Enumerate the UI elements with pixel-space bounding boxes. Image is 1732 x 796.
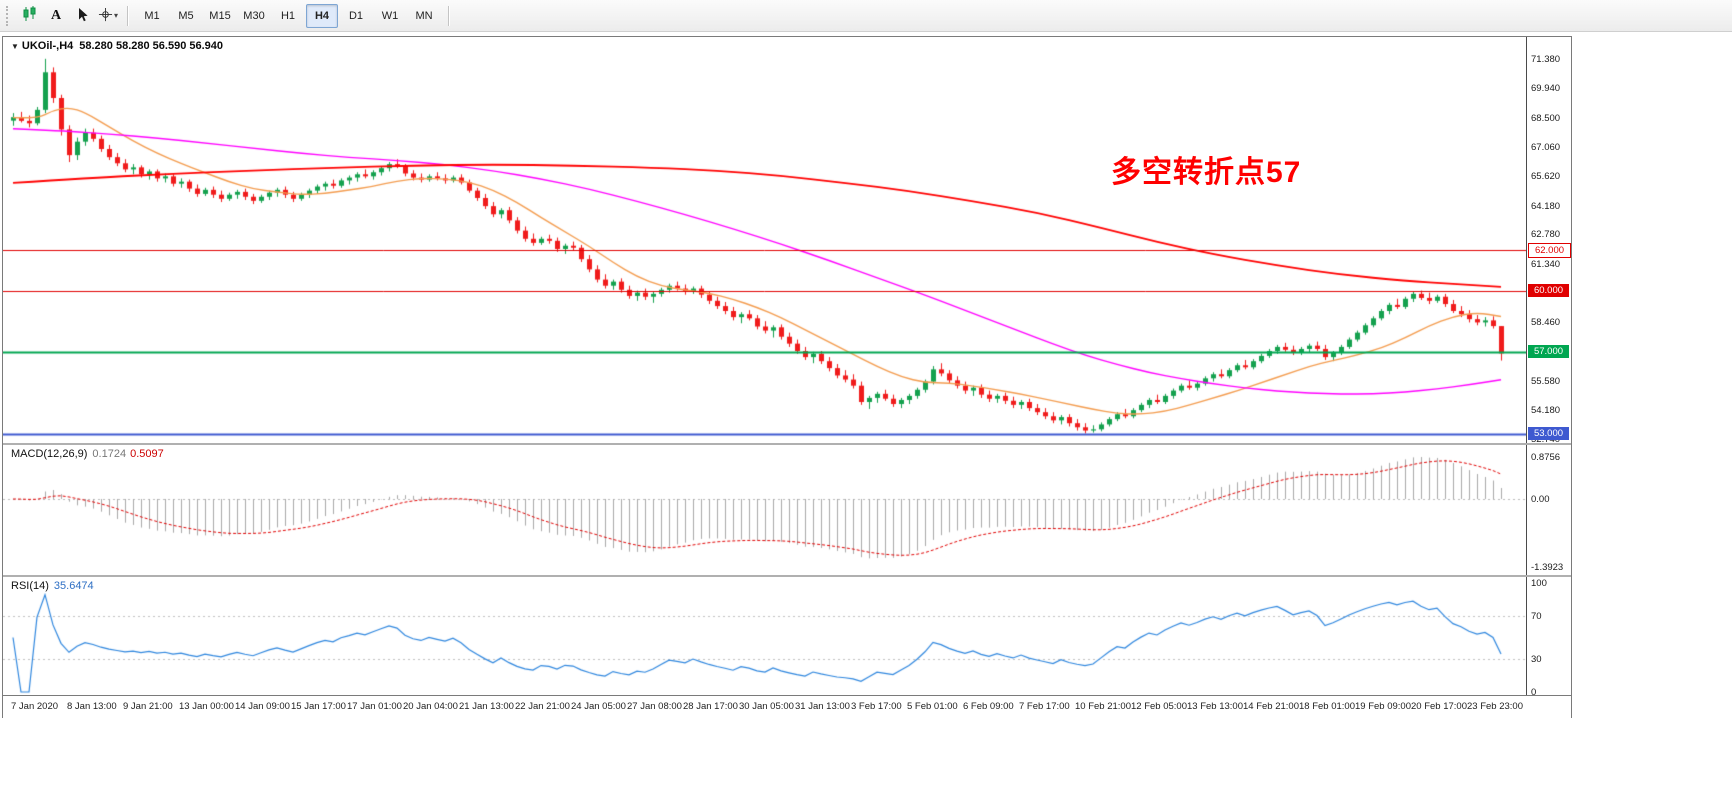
time-label: 14 Feb 21:00: [1243, 701, 1299, 712]
time-label: 30 Jan 05:00: [739, 701, 794, 712]
panel-splitter-macd[interactable]: [3, 443, 1571, 445]
price-badge-53.000: 53.000: [1528, 426, 1569, 440]
time-label: 21 Jan 13:00: [459, 701, 514, 712]
chart-title: ▼ UKOil-,H4 58.280 58.280 56.590 56.940: [11, 40, 223, 52]
time-label: 24 Jan 05:00: [571, 701, 626, 712]
time-label: 19 Feb 09:00: [1355, 701, 1411, 712]
crosshair-icon: [98, 7, 113, 25]
timeframe-W1[interactable]: W1: [381, 9, 399, 22]
time-label: 13 Feb 13:00: [1187, 701, 1243, 712]
chart-type-button[interactable]: [18, 4, 42, 28]
macd-signal-value: 0.5097: [130, 448, 164, 460]
time-label: 31 Jan 13:00: [795, 701, 850, 712]
macd-label: MACD(12,26,9) 0.1724 0.5097: [11, 448, 164, 460]
collapse-triangle-icon[interactable]: ▼: [11, 42, 19, 51]
chart-window: ▼ UKOil-,H4 58.280 58.280 56.590 56.940 多空…: [2, 36, 1572, 718]
symbol-period-label: UKOil-,H4: [21, 40, 74, 52]
price-badge-62.000: 62.000: [1528, 243, 1571, 259]
timeframe-M30[interactable]: M30: [243, 9, 265, 22]
timeframe-M1[interactable]: M1: [144, 9, 160, 22]
rsi-value: 35.6474: [53, 580, 94, 592]
cursor-tool-button[interactable]: [70, 4, 94, 28]
macd-name: MACD(12,26,9): [11, 448, 88, 460]
price-tick-label: 67.060: [1531, 141, 1561, 153]
time-label: 17 Jan 01:00: [347, 701, 402, 712]
time-label: 23 Feb 23:00: [1467, 701, 1523, 712]
time-label: 5 Feb 01:00: [907, 701, 958, 712]
price-tick-label: 69.940: [1531, 83, 1561, 95]
price-tick-label: 64.180: [1531, 200, 1561, 212]
time-label: 7 Jan 2020: [11, 701, 59, 712]
price-tick-label: 54.180: [1531, 404, 1561, 416]
time-label: 27 Jan 08:00: [627, 701, 682, 712]
macd-canvas[interactable]: [3, 445, 1526, 575]
crosshair-tool-button[interactable]: ▾: [96, 4, 120, 28]
price-tick-label: 71.380: [1531, 53, 1561, 65]
price-tick-label: 62.780: [1531, 229, 1561, 241]
panel-splitter-rsi[interactable]: [3, 575, 1571, 577]
time-label: 6 Feb 09:00: [963, 701, 1014, 712]
rsi-label: RSI(14) 35.6474: [11, 580, 94, 592]
timeframe-MN[interactable]: MN: [415, 9, 433, 22]
time-label: 10 Feb 21:00: [1075, 701, 1131, 712]
rsi-canvas[interactable]: [3, 577, 1526, 695]
annotation-text: 多空转折点57: [1111, 156, 1302, 189]
rsi-name: RSI(14): [11, 580, 49, 592]
time-label: 7 Feb 17:00: [1019, 701, 1070, 712]
rsi-scale-label: 0: [1531, 687, 1537, 698]
time-label: 20 Feb 17:00: [1411, 701, 1467, 712]
price-tick-label: 58.460: [1531, 317, 1561, 329]
price-tick-label: 68.500: [1531, 112, 1561, 124]
time-label: 14 Jan 09:00: [235, 701, 290, 712]
timeframe-M15[interactable]: M15: [209, 9, 231, 22]
timeframe-group: M1 M5 M15 M30 H1 H4 D1 W1 MN: [135, 3, 441, 28]
toolbar-grip[interactable]: [6, 5, 12, 26]
macd-scale-label: -1.3923: [1531, 562, 1564, 573]
candlestick-chart-icon: [22, 6, 38, 25]
time-axis[interactable]: 7 Jan 2020 8 Jan 13:00 9 Jan 21:00 13 Jan 0…: [3, 695, 1571, 718]
time-label: 12 Feb 05:00: [1131, 701, 1187, 712]
timeframe-D1[interactable]: D1: [348, 9, 364, 22]
time-label: 3 Feb 17:00: [851, 701, 902, 712]
time-label: 18 Feb 01:00: [1299, 701, 1355, 712]
time-label: 22 Jan 21:00: [515, 701, 570, 712]
rsi-scale-label: 70: [1531, 610, 1542, 622]
timeframe-M5[interactable]: M5: [178, 9, 194, 22]
timeframe-H1[interactable]: H1: [280, 9, 296, 22]
text-tool-button[interactable]: A: [44, 4, 68, 28]
time-label: 20 Jan 04:00: [403, 701, 458, 712]
rsi-scale-label: 100: [1531, 578, 1547, 589]
main-toolbar: A ▾ M1 M5 M15 M30 H1 H4 D1 W1 MN: [0, 0, 1732, 32]
ohlc-readout: 58.280 58.280 56.590 56.940: [79, 40, 224, 52]
price-tick-label: 55.580: [1531, 376, 1561, 388]
time-label: 13 Jan 00:00: [179, 701, 234, 712]
time-label: 8 Jan 13:00: [67, 701, 117, 712]
price-tick-label: 65.620: [1531, 171, 1561, 183]
price-chart-canvas[interactable]: [3, 37, 1526, 443]
price-tick-label: 61.340: [1531, 258, 1561, 270]
toolbar-separator: [448, 5, 449, 26]
macd-scale-label: 0.8756: [1531, 452, 1561, 463]
rsi-scale-label: 30: [1531, 654, 1542, 666]
price-badge-60.000: 60.000: [1528, 284, 1569, 297]
macd-main-value: 0.1724: [92, 448, 127, 460]
toolbar-separator: [127, 5, 128, 26]
macd-scale-label: 0.00: [1531, 494, 1550, 505]
cursor-icon: [75, 7, 89, 25]
time-label: 15 Jan 17:00: [291, 701, 346, 712]
price-badge-57.000: 57.000: [1528, 345, 1569, 359]
dropdown-caret-icon: ▾: [113, 11, 118, 20]
timeframe-H4[interactable]: H4: [306, 3, 338, 28]
time-label: 9 Jan 21:00: [123, 701, 173, 712]
price-axis[interactable]: 71.380 69.940 68.500 67.060 65.620 64.180 62.7…: [1526, 37, 1571, 698]
time-label: 28 Jan 17:00: [683, 701, 738, 712]
